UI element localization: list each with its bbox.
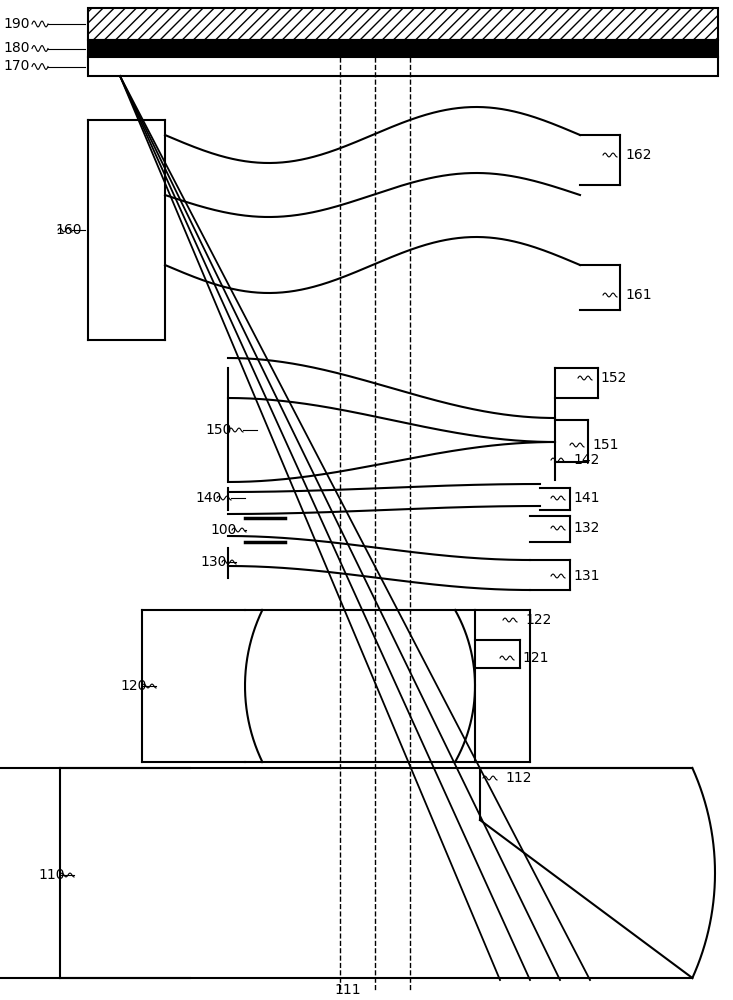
Text: 142: 142 bbox=[573, 453, 600, 467]
Text: 121: 121 bbox=[522, 651, 548, 665]
Text: 160: 160 bbox=[55, 223, 81, 237]
Text: 140: 140 bbox=[195, 491, 221, 505]
Text: 122: 122 bbox=[525, 613, 551, 627]
Text: 161: 161 bbox=[625, 288, 652, 302]
Text: 151: 151 bbox=[592, 438, 619, 452]
Text: 170: 170 bbox=[4, 60, 30, 74]
Bar bbox=[88, 40, 718, 57]
Text: 112: 112 bbox=[505, 771, 531, 785]
Text: 152: 152 bbox=[600, 371, 627, 385]
Text: 100: 100 bbox=[210, 523, 236, 537]
Text: 110: 110 bbox=[38, 868, 65, 882]
Text: 141: 141 bbox=[573, 491, 600, 505]
Text: 120: 120 bbox=[120, 679, 147, 693]
Text: 180: 180 bbox=[4, 41, 30, 55]
Text: 162: 162 bbox=[625, 148, 652, 162]
Text: 132: 132 bbox=[573, 521, 600, 535]
Text: 190: 190 bbox=[4, 17, 30, 31]
Text: 130: 130 bbox=[200, 555, 226, 569]
Bar bbox=[88, 57, 718, 76]
Text: 131: 131 bbox=[573, 569, 600, 583]
Bar bbox=[88, 8, 718, 40]
Text: 111: 111 bbox=[335, 983, 361, 997]
Text: 150: 150 bbox=[205, 423, 232, 437]
